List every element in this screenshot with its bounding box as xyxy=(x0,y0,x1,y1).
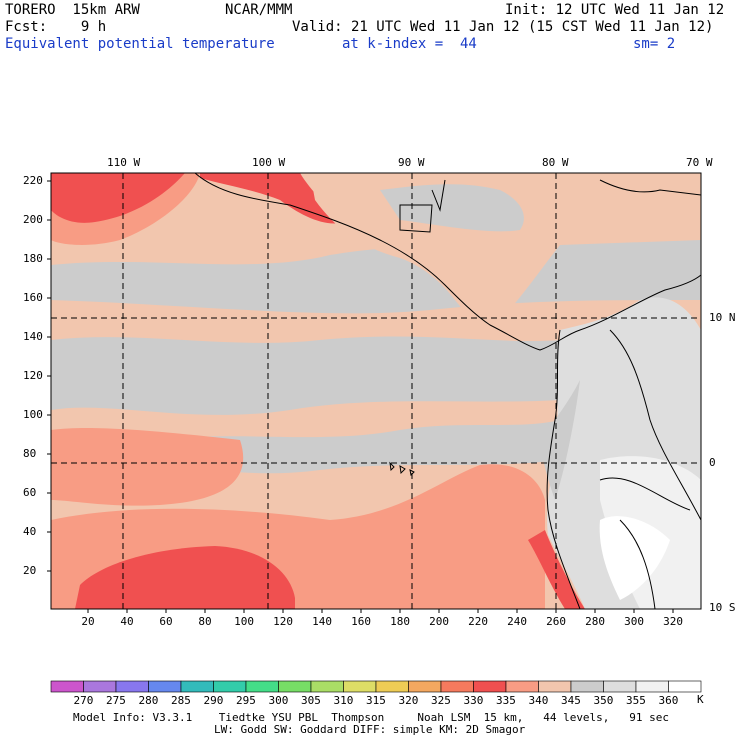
y-tick-label: 160 xyxy=(23,291,43,304)
colorbar-label: 320 xyxy=(398,694,419,707)
x-tick-label: 40 xyxy=(120,615,134,628)
colorbar-label: 295 xyxy=(236,694,256,707)
smoothing-info: sm= 2 xyxy=(633,36,676,52)
y-tick-label: 180 xyxy=(23,252,43,265)
colorbar-label: 330 xyxy=(463,694,484,707)
x-tick-label: 300 xyxy=(624,615,644,628)
colorbar-label: 275 xyxy=(106,694,126,707)
lon-label-70w: 70 W xyxy=(686,156,713,169)
colorbar-swatch xyxy=(635,680,669,693)
x-tick-label: 240 xyxy=(507,615,527,628)
x-tick-label: 180 xyxy=(390,615,410,628)
level-info: at k-index = 44 xyxy=(342,36,477,52)
physics-info: LW: Godd SW: Goddard DIFF: simple KM: 2D… xyxy=(214,723,526,736)
y-tick-marks xyxy=(47,180,51,572)
x-tick-label: 200 xyxy=(429,615,449,628)
colorbar-swatch xyxy=(505,680,539,693)
x-tick-marks xyxy=(87,609,674,613)
lat-label-10n: 10 N xyxy=(709,311,736,324)
colorbar-swatch xyxy=(83,680,117,693)
x-tick-label: 120 xyxy=(273,615,293,628)
y-tick-label: 200 xyxy=(23,213,43,226)
colorbar-label: 300 xyxy=(268,694,289,707)
colorbar-label: 315 xyxy=(366,694,386,707)
valid-time: Valid: 21 UTC Wed 11 Jan 12 (15 CST Wed … xyxy=(292,19,714,35)
x-tick-label: 100 xyxy=(234,615,254,628)
model-title: TORERO 15km ARW xyxy=(5,2,140,18)
colorbar-swatch xyxy=(375,680,409,693)
colorbar-swatch xyxy=(440,680,474,693)
colorbar-label: 335 xyxy=(496,694,516,707)
y-tick-label: 80 xyxy=(23,447,37,460)
model-info: Model Info: V3.3.1 Tiedtke YSU PBL Thomp… xyxy=(73,711,670,724)
x-tick-label: 60 xyxy=(159,615,173,628)
colorbar-swatch xyxy=(603,680,637,693)
x-tick-label: 280 xyxy=(585,615,605,628)
lon-label-100w: 100 W xyxy=(252,156,286,169)
colorbar-unit: K xyxy=(697,693,704,706)
x-tick-label: 140 xyxy=(312,615,332,628)
colorbar-label: 340 xyxy=(528,694,549,707)
colorbar-swatch xyxy=(278,680,312,693)
lon-label-80w: 80 W xyxy=(542,156,569,169)
y-tick-label: 60 xyxy=(23,486,37,499)
colorbar-label: 310 xyxy=(333,694,354,707)
x-tick-label: 20 xyxy=(81,615,95,628)
lat-label-10s: 10 S xyxy=(709,601,736,614)
colorbar-swatch xyxy=(50,680,84,693)
colorbar-swatch xyxy=(570,680,604,693)
center-name: NCAR/MMM xyxy=(225,2,293,18)
colorbar-label: 350 xyxy=(593,694,614,707)
theta-e-field xyxy=(51,173,701,609)
colorbar-label: 355 xyxy=(626,694,646,707)
y-tick-label: 100 xyxy=(23,408,43,421)
colorbar-label: 345 xyxy=(561,694,581,707)
lon-label-90w: 90 W xyxy=(398,156,425,169)
colorbar-label: 325 xyxy=(431,694,451,707)
colorbar-swatch xyxy=(408,680,442,693)
y-tick-label: 220 xyxy=(23,174,43,187)
lat-label-0: 0 xyxy=(709,456,716,469)
x-tick-label: 320 xyxy=(663,615,683,628)
colorbar-label: 360 xyxy=(658,694,679,707)
colorbar-swatch xyxy=(343,680,377,693)
x-tick-label: 220 xyxy=(468,615,488,628)
colorbar-swatch xyxy=(538,680,572,693)
y-tick-label: 20 xyxy=(23,564,37,577)
colorbar-swatch xyxy=(473,680,507,693)
colorbar-swatch xyxy=(213,680,247,693)
map-frame xyxy=(50,172,702,610)
colorbar-swatch xyxy=(668,680,702,693)
x-tick-label: 80 xyxy=(198,615,212,628)
colorbar-swatch xyxy=(148,680,182,693)
colorbar xyxy=(50,680,702,693)
colorbar-swatch xyxy=(310,680,344,693)
lon-label-110w: 110 W xyxy=(107,156,141,169)
forecast-hour: Fcst: 9 h xyxy=(5,19,107,35)
colorbar-label: 285 xyxy=(171,694,191,707)
x-tick-label: 160 xyxy=(351,615,371,628)
field-name: Equivalent potential temperature xyxy=(5,36,275,52)
colorbar-swatch xyxy=(180,680,214,693)
y-tick-label: 140 xyxy=(23,330,43,343)
colorbar-label: 290 xyxy=(203,694,224,707)
colorbar-label: 270 xyxy=(73,694,94,707)
colorbar-swatch xyxy=(245,680,279,693)
init-time: Init: 12 UTC Wed 11 Jan 12 xyxy=(505,2,725,18)
colorbar-label: 305 xyxy=(301,694,321,707)
coastlines xyxy=(194,173,701,609)
y-tick-label: 40 xyxy=(23,525,37,538)
colorbar-swatch xyxy=(115,680,149,693)
colorbar-label: 280 xyxy=(138,694,159,707)
x-tick-label: 260 xyxy=(546,615,566,628)
y-tick-label: 120 xyxy=(23,369,43,382)
lat-lon-grid xyxy=(51,173,701,609)
